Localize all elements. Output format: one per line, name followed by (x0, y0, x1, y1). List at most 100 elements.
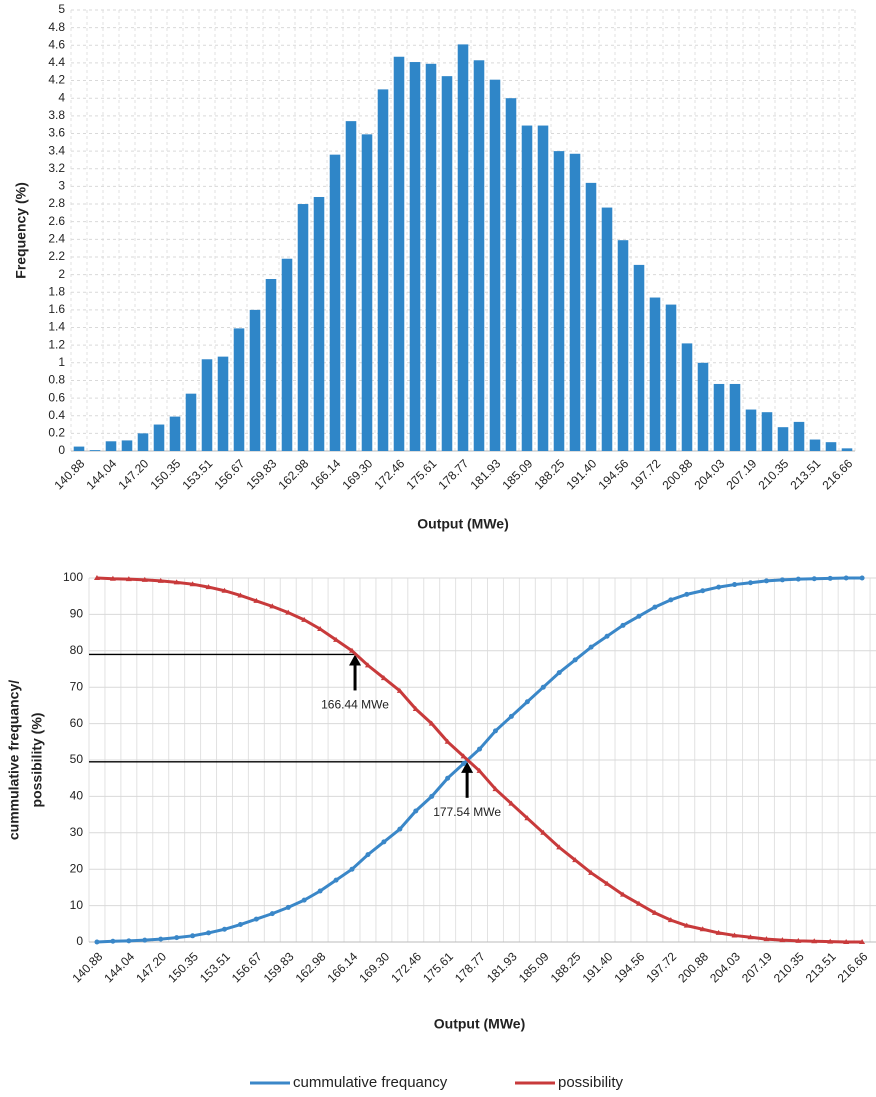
point-marker (540, 829, 547, 835)
point-marker (859, 575, 865, 581)
y-tick-label: 2.4 (48, 231, 65, 245)
annotation-label: 166.44 MWe (321, 698, 389, 712)
point-marker (524, 815, 531, 821)
point-marker (237, 922, 243, 928)
x-tick-label: 178.77 (436, 456, 472, 492)
x-tick-label: 144.04 (84, 456, 120, 492)
point-marker (364, 662, 371, 668)
y-tick-label: 3.6 (48, 126, 65, 140)
y-tick-label: 1.6 (48, 302, 65, 316)
bar (585, 182, 597, 451)
point-marker (588, 644, 594, 650)
x-tick-label: 147.20 (133, 949, 169, 985)
x-tick-label: 172.46 (388, 949, 424, 985)
point-marker (173, 579, 180, 585)
point-marker (206, 930, 212, 936)
point-marker (508, 713, 514, 719)
y-tick-label: 4.6 (48, 37, 65, 51)
bar (617, 240, 629, 451)
bar (825, 442, 837, 451)
x-tick-label: 169.30 (340, 456, 376, 492)
point-marker (317, 625, 324, 631)
point-marker (843, 575, 849, 581)
y-tick-label: 4 (58, 90, 65, 104)
bar (441, 76, 453, 452)
bar (393, 56, 405, 451)
x-tick-label: 172.46 (372, 456, 408, 492)
point-marker (827, 575, 833, 581)
x-tick-label: 140.88 (69, 949, 105, 985)
y-tick-label: 50 (70, 752, 84, 766)
point-marker (333, 877, 339, 883)
y-axis-title: cummulative frequancy/ (6, 680, 22, 840)
point-marker (779, 577, 785, 583)
point-marker (174, 935, 180, 941)
point-marker (492, 786, 499, 792)
arrow-head (461, 761, 474, 773)
bar (505, 98, 517, 451)
y-tick-label: 2 (58, 267, 65, 281)
point-marker (158, 936, 164, 942)
bar (793, 421, 805, 451)
point-marker (763, 578, 769, 584)
y-axis-title: possibility (%) (29, 713, 45, 808)
point-marker (157, 577, 164, 583)
bar (729, 383, 741, 451)
point-marker (572, 857, 579, 863)
point-marker (684, 591, 690, 597)
legend-label: cummulative frequancy (293, 1074, 448, 1091)
point-marker (540, 684, 546, 690)
x-tick-label: 210.35 (771, 949, 807, 985)
x-tick-label: 200.88 (675, 949, 711, 985)
y-tick-label: 5 (58, 2, 65, 16)
x-tick-label: 147.20 (116, 456, 152, 492)
bar (537, 125, 549, 452)
bar (265, 279, 277, 451)
bar (713, 383, 725, 451)
bar (489, 79, 501, 451)
point-marker (763, 936, 770, 942)
x-tick-label: 156.67 (229, 949, 265, 985)
point-marker (253, 916, 259, 922)
y-tick-label: 30 (70, 825, 84, 839)
point-marker (731, 932, 738, 938)
point-marker (635, 900, 642, 906)
point-marker (620, 622, 626, 628)
x-tick-label: 200.88 (660, 456, 696, 492)
point-marker (428, 720, 435, 726)
point-marker (572, 657, 578, 663)
point-marker (811, 938, 818, 944)
point-marker (604, 880, 611, 886)
point-marker (445, 775, 451, 781)
point-marker (381, 839, 387, 845)
point-marker (126, 938, 132, 944)
point-marker (317, 888, 323, 894)
x-tick-label: 144.04 (101, 949, 137, 985)
point-marker (413, 808, 419, 814)
point-marker (221, 926, 227, 932)
y-tick-label: 3.4 (48, 143, 65, 157)
point-marker (397, 826, 403, 832)
bar (345, 121, 357, 451)
bar (329, 154, 341, 451)
point-marker (667, 917, 674, 923)
point-marker (652, 604, 658, 610)
point-marker (748, 580, 754, 586)
point-marker (716, 584, 722, 590)
bar (153, 424, 165, 451)
point-marker (205, 584, 212, 590)
bar (249, 309, 261, 451)
y-tick-label: 1.2 (48, 337, 65, 351)
point-marker (269, 603, 276, 609)
point-marker (444, 738, 451, 744)
point-marker (492, 728, 498, 734)
point-marker (349, 647, 356, 653)
y-tick-label: 100 (63, 570, 83, 584)
bar (169, 416, 181, 451)
bar (777, 427, 789, 451)
bar (121, 440, 133, 451)
x-tick-label: 178.77 (452, 949, 488, 985)
point-marker (732, 582, 738, 588)
point-marker (380, 675, 387, 681)
point-marker (859, 939, 866, 944)
